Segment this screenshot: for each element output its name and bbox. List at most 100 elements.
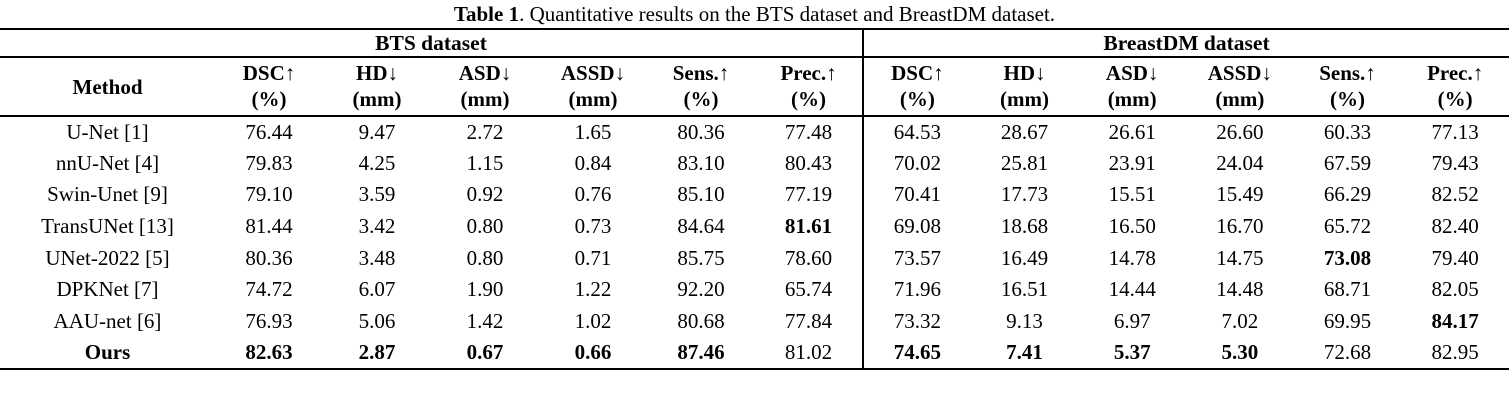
metric-header: HD↓ bbox=[1003, 61, 1046, 85]
table-row: Swin-Unet [9] 79.10 3.59 0.92 0.76 85.10 77.19… bbox=[0, 179, 1509, 211]
value-cell: 0.67 bbox=[466, 339, 504, 364]
value-cell: 82.95 bbox=[1431, 339, 1479, 364]
unit-header: (%) bbox=[1401, 87, 1509, 117]
dataset-group-row: BTS dataset BreastDM dataset bbox=[0, 29, 1509, 58]
value-cell: 73.57 bbox=[862, 242, 971, 274]
value-cell: 4.25 bbox=[358, 150, 396, 175]
value-cell: 73.32 bbox=[862, 305, 971, 338]
unit-header: (%) bbox=[755, 87, 864, 117]
value-cell: 16.70 bbox=[1216, 214, 1264, 239]
metric-header: DSC↑ bbox=[242, 61, 296, 85]
value-cell: 82.40 bbox=[1431, 214, 1479, 239]
value-cell: 6.97 bbox=[1113, 308, 1151, 333]
value-cell: 5.37 bbox=[1113, 339, 1151, 364]
metric-header: Sens.↑ bbox=[1319, 61, 1376, 85]
value-cell: 6.07 bbox=[358, 277, 396, 302]
value-cell: 9.13 bbox=[1006, 308, 1043, 333]
value-cell: 82.52 bbox=[1431, 182, 1479, 207]
metric-header: ASSD↓ bbox=[1207, 61, 1272, 85]
value-cell: 79.83 bbox=[245, 150, 293, 175]
table-row: DPKNet [7] 74.72 6.07 1.90 1.22 92.20 65.74 71.… bbox=[0, 273, 1509, 306]
value-cell: 0.92 bbox=[466, 182, 504, 207]
value-cell: 77.19 bbox=[784, 182, 833, 207]
value-cell: 0.66 bbox=[574, 339, 612, 364]
table-caption: Table 1. Quantitative results on the BTS… bbox=[0, 0, 1509, 28]
table-row: Ours 82.63 2.87 0.67 0.66 87.46 81.02 74.65 7.41… bbox=[0, 337, 1509, 369]
unit-header: (mm) bbox=[1186, 87, 1294, 117]
value-cell: 79.43 bbox=[1431, 150, 1479, 175]
value-cell: 14.44 bbox=[1108, 277, 1156, 302]
value-cell: 81.44 bbox=[245, 214, 293, 239]
value-cell: 85.75 bbox=[677, 245, 725, 270]
value-cell: 16.50 bbox=[1108, 214, 1156, 239]
value-cell: 5.30 bbox=[1221, 339, 1259, 364]
table-row: TransUNet [13] 81.44 3.42 0.80 0.73 84.64 81.6… bbox=[0, 210, 1509, 243]
value-cell: 1.65 bbox=[574, 119, 612, 144]
metric-header: ASD↓ bbox=[1105, 61, 1159, 85]
value-cell: 74.65 bbox=[862, 337, 971, 369]
value-cell: 80.36 bbox=[245, 245, 293, 270]
value-cell: 78.60 bbox=[784, 245, 833, 270]
metric-header: DSC↑ bbox=[862, 57, 971, 87]
value-cell: 80.43 bbox=[784, 150, 833, 175]
value-cell: 16.49 bbox=[1000, 245, 1049, 270]
metric-header: ASSD↓ bbox=[560, 61, 626, 85]
value-cell: 77.48 bbox=[784, 119, 833, 144]
unit-header: (%) bbox=[647, 87, 755, 117]
value-cell: 92.20 bbox=[677, 277, 725, 302]
value-cell: 0.84 bbox=[574, 150, 612, 175]
value-cell: 81.61 bbox=[784, 214, 833, 239]
value-cell: 9.47 bbox=[358, 119, 396, 144]
unit-header: (mm) bbox=[431, 87, 539, 117]
value-cell: 85.10 bbox=[677, 182, 725, 207]
value-cell: 24.04 bbox=[1216, 150, 1264, 175]
value-cell: 70.41 bbox=[862, 179, 971, 211]
table-row: AAU-net [6] 76.93 5.06 1.42 1.02 80.68 77.84 73… bbox=[0, 305, 1509, 338]
metric-header: Sens.↑ bbox=[672, 61, 730, 85]
value-cell: 28.67 bbox=[1000, 119, 1049, 144]
value-cell: 0.80 bbox=[466, 214, 504, 239]
value-cell: 65.72 bbox=[1323, 214, 1372, 239]
value-cell: 82.05 bbox=[1431, 277, 1479, 302]
value-cell: 2.87 bbox=[358, 339, 396, 364]
table-row: UNet-2022 [5] 80.36 3.48 0.80 0.71 85.75 78.60… bbox=[0, 242, 1509, 274]
value-cell: 5.06 bbox=[358, 308, 396, 333]
value-cell: 14.48 bbox=[1216, 277, 1264, 302]
method-cell: Swin-Unet [9] bbox=[47, 182, 168, 207]
metric-header-row: Method DSC↑ HD↓ ASD↓ ASSD↓ Sens.↑ Prec.↑ DSC↑ H… bbox=[0, 57, 1509, 117]
value-cell: 23.91 bbox=[1108, 150, 1156, 175]
value-cell: 80.68 bbox=[677, 308, 725, 333]
value-cell: 79.40 bbox=[1431, 245, 1479, 270]
value-cell: 2.72 bbox=[466, 119, 504, 144]
value-cell: 76.44 bbox=[245, 119, 293, 144]
value-cell: 7.41 bbox=[1006, 339, 1043, 364]
value-cell: 73.08 bbox=[1323, 245, 1372, 270]
value-cell: 60.33 bbox=[1323, 119, 1372, 144]
value-cell: 82.63 bbox=[245, 339, 293, 364]
unit-header: (mm) bbox=[539, 87, 647, 117]
value-cell: 69.95 bbox=[1323, 308, 1372, 333]
value-cell: 72.68 bbox=[1323, 339, 1372, 364]
value-cell: 64.53 bbox=[862, 116, 971, 148]
group-header-bts: BTS dataset bbox=[0, 29, 864, 58]
metric-header: ASD↓ bbox=[458, 61, 512, 85]
value-cell: 84.17 bbox=[1431, 308, 1479, 333]
unit-header: (%) bbox=[1293, 87, 1402, 117]
value-cell: 14.75 bbox=[1216, 245, 1264, 270]
value-cell: 0.73 bbox=[574, 214, 612, 239]
metric-header: HD↓ bbox=[356, 61, 398, 85]
value-cell: 71.96 bbox=[862, 273, 971, 306]
unit-header: (%) bbox=[862, 87, 971, 117]
value-cell: 26.60 bbox=[1216, 119, 1264, 144]
caption-label: Table 1 bbox=[453, 2, 520, 26]
value-cell: 1.02 bbox=[574, 308, 612, 333]
value-cell: 0.80 bbox=[466, 245, 504, 270]
value-cell: 77.84 bbox=[784, 308, 833, 333]
method-cell: AAU-net [6] bbox=[53, 308, 162, 333]
method-cell: TransUNet [13] bbox=[41, 214, 174, 239]
metric-header: Prec.↑ bbox=[780, 61, 837, 85]
value-cell: 74.72 bbox=[245, 277, 293, 302]
value-cell: 3.48 bbox=[358, 245, 396, 270]
unit-header-row: (%) (mm) (mm) (mm) (%) (%) (%) (mm) (mm) (mm) (%)(… bbox=[0, 87, 1509, 117]
